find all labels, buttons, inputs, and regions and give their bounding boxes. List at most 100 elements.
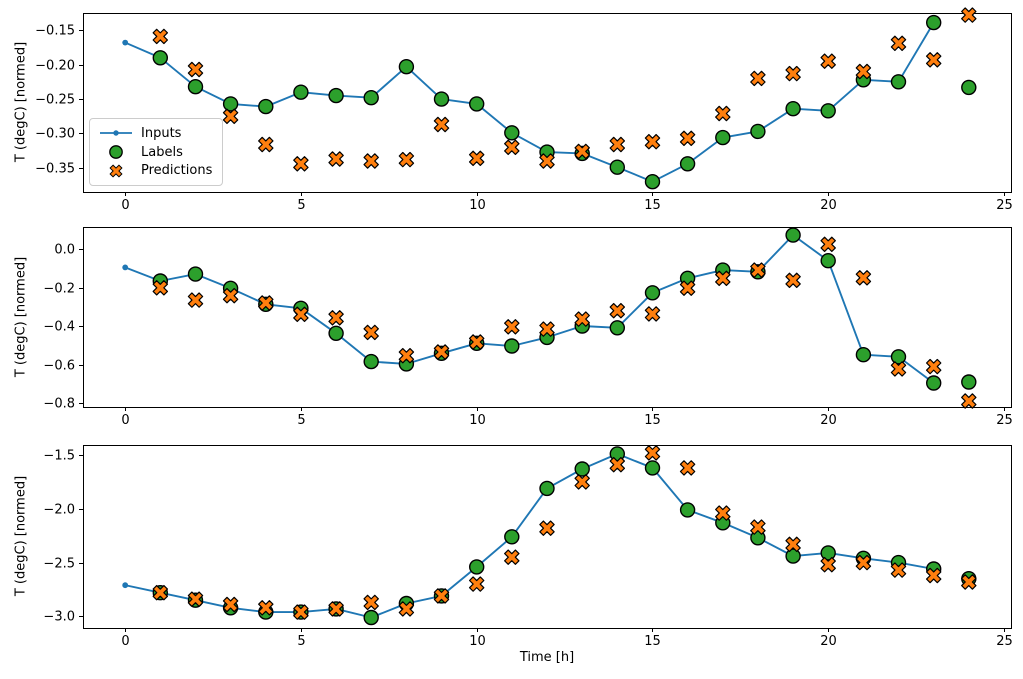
legend-item-inputs: Inputs — [98, 124, 212, 143]
prediction-marker — [855, 270, 872, 286]
x-tick-label: 20 — [820, 198, 837, 213]
label-marker — [750, 123, 766, 140]
label-marker — [539, 480, 555, 497]
prediction-marker — [925, 52, 942, 68]
prediction-marker — [961, 393, 977, 409]
prediction-marker — [328, 310, 344, 326]
prediction-marker — [363, 594, 379, 611]
prediction-marker — [750, 519, 766, 535]
prediction-marker — [574, 311, 590, 327]
label-marker — [469, 96, 485, 112]
prediction-marker — [609, 136, 626, 153]
label-marker — [820, 253, 836, 269]
prediction-marker — [750, 70, 766, 87]
x-tick-label: 25 — [996, 413, 1013, 428]
prediction-marker — [293, 156, 309, 172]
x-tick-label: 5 — [297, 634, 305, 649]
label-marker — [820, 545, 836, 561]
x-tick-label: 10 — [469, 198, 486, 213]
prediction-marker — [363, 324, 379, 341]
inputs-line — [124, 234, 935, 384]
prediction-marker — [433, 588, 450, 604]
label-marker — [644, 173, 661, 190]
prediction-marker — [644, 133, 661, 150]
label-marker — [187, 266, 204, 282]
x-tick-label: 20 — [820, 634, 837, 649]
y-tick-label: −2.5 — [43, 557, 75, 572]
prediction-marker — [468, 334, 485, 350]
y-tick-label: 0.0 — [54, 243, 75, 258]
predictions-x-sample — [109, 164, 123, 178]
prediction-marker — [433, 344, 450, 360]
label-marker — [504, 529, 520, 545]
prediction-marker — [398, 601, 415, 617]
prediction-marker — [961, 7, 977, 23]
labels-circle-sample — [109, 145, 123, 159]
prediction-marker — [363, 153, 379, 169]
y-tick-label: −0.20 — [35, 59, 75, 74]
prediction-marker — [785, 65, 801, 82]
prediction-marker — [293, 306, 309, 323]
prediction-marker — [258, 136, 274, 153]
y-tick-label: −0.4 — [43, 320, 75, 335]
label-marker — [679, 156, 696, 172]
axes-frame — [83, 227, 1012, 408]
prediction-marker — [855, 63, 872, 80]
label-marker — [187, 78, 204, 95]
label-marker — [504, 125, 520, 141]
prediction-marker — [715, 105, 731, 122]
y-tick-label: −0.8 — [43, 397, 75, 412]
y-tick-label: −0.6 — [43, 359, 75, 374]
prediction-marker — [679, 130, 696, 147]
label-marker — [574, 461, 590, 477]
prediction-marker — [398, 347, 415, 364]
y-tick-label: −1.5 — [43, 449, 75, 464]
x-tick-label: 0 — [121, 634, 129, 649]
label-marker — [926, 14, 942, 31]
y-axis-label-bottom: T (degC) [normed] — [13, 475, 29, 597]
label-marker — [363, 353, 379, 370]
prediction-marker — [258, 295, 274, 311]
prediction-marker — [328, 601, 344, 617]
label-marker — [644, 460, 661, 476]
prediction-marker — [152, 280, 169, 296]
label-marker — [785, 227, 801, 243]
subplot-3: 0 5 10 15 20 25 −1.5 −2.0 −2.5 −3.0 — [43, 445, 1013, 649]
label-marker — [398, 58, 415, 75]
x-tick-label: 10 — [469, 413, 486, 428]
x-tick-label: 5 — [297, 198, 305, 213]
prediction-marker — [539, 321, 555, 337]
prediction-marker — [890, 562, 907, 578]
subplot-1: 0 5 10 15 20 25 −0.15 −0.20 −0.25 −0.30 −0.35 — [35, 7, 1013, 213]
prediction-marker — [961, 574, 977, 590]
prediction-marker — [925, 358, 942, 375]
prediction-marker — [855, 554, 872, 571]
axes-frame — [83, 445, 1012, 629]
label-marker — [961, 374, 977, 390]
y-tick-label: −0.35 — [35, 162, 75, 177]
label-marker — [328, 325, 344, 341]
y-axis-label-top: T (degC) [normed] — [13, 41, 29, 163]
prediction-marker — [609, 456, 626, 473]
x-tick-label: 25 — [996, 634, 1013, 649]
x-axis-label: Time [h] — [519, 650, 575, 665]
y-axis-label-middle: T (degC) [normed] — [13, 256, 29, 378]
x-tick-label: 0 — [121, 413, 129, 428]
legend-item-predictions: Predictions — [98, 161, 212, 180]
prediction-marker — [433, 116, 450, 133]
label-marker — [679, 502, 696, 518]
y-tick-label: −0.30 — [35, 127, 75, 142]
predictions-x-swatch — [109, 164, 123, 178]
prediction-marker — [504, 139, 520, 156]
prediction-marker — [468, 150, 485, 167]
prediction-marker — [258, 600, 274, 616]
prediction-marker — [609, 302, 626, 319]
label-marker — [609, 320, 625, 336]
prediction-marker — [152, 28, 169, 45]
inputs-line — [125, 452, 934, 619]
x-tick-label: 15 — [644, 198, 661, 213]
x-tick-label: 5 — [297, 413, 305, 428]
legend: Inputs Labels Predictions — [89, 118, 224, 186]
